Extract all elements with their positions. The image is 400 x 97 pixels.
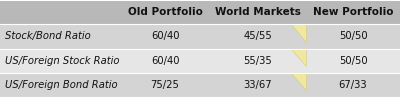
Bar <box>0 0 400 24</box>
Text: 67/33: 67/33 <box>339 80 367 90</box>
Text: 60/40: 60/40 <box>151 56 179 66</box>
Bar <box>0 48 400 73</box>
Polygon shape <box>291 48 306 66</box>
Polygon shape <box>291 73 306 90</box>
Text: US/Foreign Bond Ratio: US/Foreign Bond Ratio <box>5 80 118 90</box>
Text: 45/55: 45/55 <box>244 31 272 41</box>
Bar <box>0 24 400 48</box>
Text: 33/67: 33/67 <box>244 80 272 90</box>
Text: Old Portfolio: Old Portfolio <box>128 7 202 17</box>
Text: 55/35: 55/35 <box>244 56 272 66</box>
Polygon shape <box>291 24 306 42</box>
Text: New Portfolio: New Portfolio <box>313 7 393 17</box>
Text: US/Foreign Stock Ratio: US/Foreign Stock Ratio <box>5 56 119 66</box>
Text: 50/50: 50/50 <box>339 56 367 66</box>
Text: 50/50: 50/50 <box>339 31 367 41</box>
Text: World Markets: World Markets <box>215 7 301 17</box>
Text: 75/25: 75/25 <box>150 80 180 90</box>
Text: 60/40: 60/40 <box>151 31 179 41</box>
Bar <box>0 73 400 97</box>
Text: Stock/Bond Ratio: Stock/Bond Ratio <box>5 31 90 41</box>
